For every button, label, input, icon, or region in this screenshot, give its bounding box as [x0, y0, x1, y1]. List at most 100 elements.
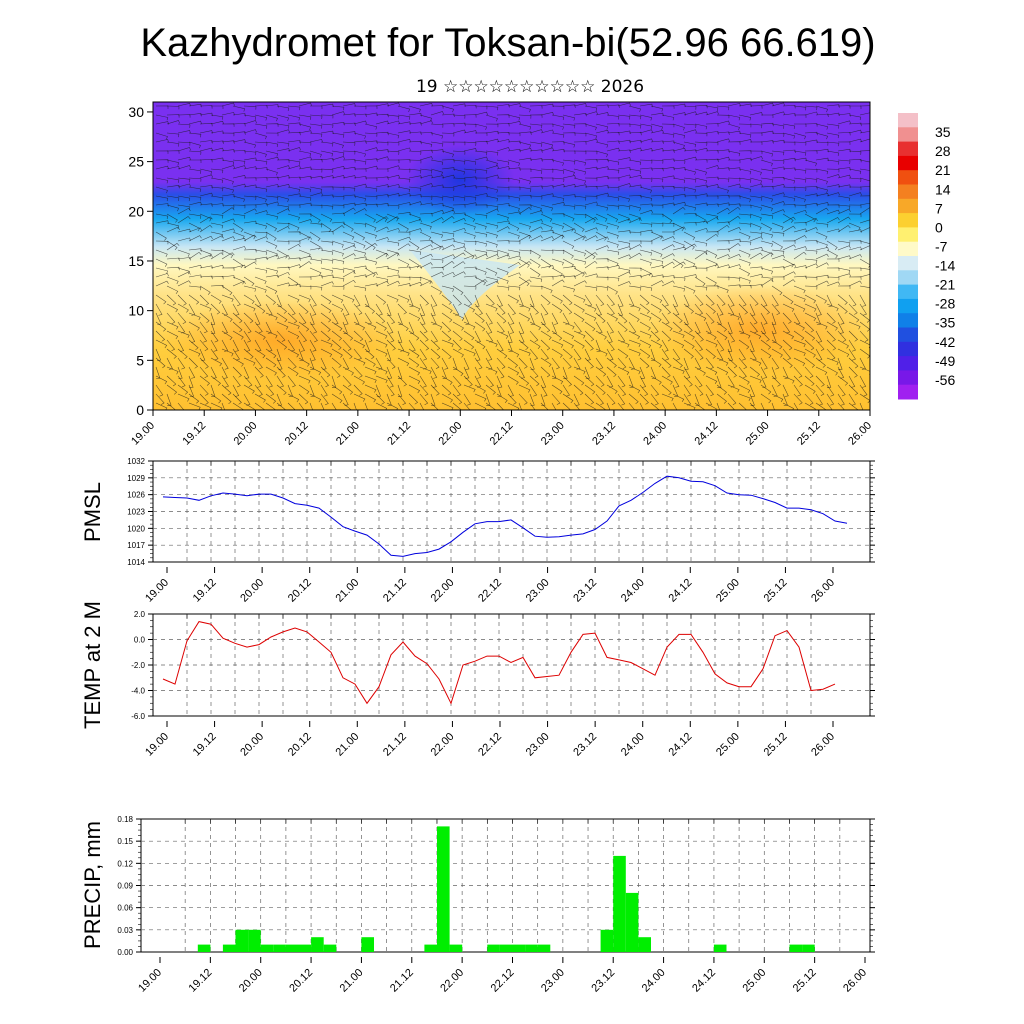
temp-panel: -6.0 -4.0 -2.0 0.0 2.0 19.00 19.12 20.00 20.12 2…	[80, 601, 875, 759]
colorbar-cell	[898, 327, 918, 343]
precip-bar	[713, 944, 727, 952]
x-tick-label: 25.12	[791, 967, 819, 995]
x-tick-label: 24.00	[641, 420, 669, 448]
x-tick-label: 20.00	[238, 731, 266, 759]
x-tick-label: 25.00	[740, 967, 768, 995]
colorbar-cell	[898, 184, 918, 200]
x-tick-label: 20.00	[237, 967, 265, 995]
precip-bar	[525, 944, 538, 952]
x-tick-label: 19.00	[129, 420, 157, 448]
x-tick-label: 19.12	[191, 731, 219, 759]
precip-bar	[235, 929, 249, 952]
precip-bar	[638, 937, 651, 952]
wind-barbs	[155, 102, 870, 410]
colorbar-cell	[898, 141, 918, 157]
x-tick-label: 24.12	[690, 967, 718, 995]
x-tick-label: 24.00	[619, 577, 647, 605]
y-tick-label: 0.18	[117, 815, 133, 824]
x-tick-label: 19.12	[180, 420, 208, 448]
x-tick-label: 23.00	[524, 731, 552, 759]
x-tick-label: 20.12	[283, 420, 311, 448]
x-tick-label: 24.12	[693, 420, 721, 448]
y-tick-label: 30	[128, 104, 144, 120]
y-tick-label: 25	[128, 154, 144, 170]
colorbar-label: 28	[935, 143, 951, 159]
colorbar-label: 21	[935, 162, 951, 178]
x-tick-label: 21.12	[388, 967, 416, 995]
colorbar-label: -7	[935, 238, 948, 254]
colorbar-label: 35	[935, 124, 951, 140]
temp-frame	[152, 613, 871, 717]
colorbar-label: 14	[935, 181, 951, 197]
pmsl-series-line	[162, 475, 848, 557]
colorbar-label: -28	[935, 296, 955, 312]
x-tick-label: 20.00	[232, 420, 260, 448]
x-tick-label: 22.12	[476, 577, 504, 605]
x-tick-label: 25.12	[795, 420, 823, 448]
y-tick-label: 0.03	[117, 926, 133, 935]
colorbar-cell	[898, 384, 918, 400]
x-tick-label: 24.00	[619, 731, 647, 759]
x-tick-label: 20.12	[287, 967, 315, 995]
cross-section-y-axis: 0 5 10 15 20 25 30	[128, 104, 153, 418]
y-tick-label: 1017	[127, 541, 145, 550]
precip-bar	[802, 944, 815, 952]
precip-bar	[248, 929, 261, 952]
precip-bar	[437, 826, 450, 952]
x-tick-label: 20.12	[286, 577, 314, 605]
x-tick-label: 21.00	[333, 731, 361, 759]
y-tick-label: -4.0	[131, 687, 145, 696]
colorbar-label: -21	[935, 277, 955, 293]
colorbar-cell	[898, 313, 918, 328]
x-tick-label: 19.00	[136, 967, 164, 995]
colorbar-cell	[898, 213, 918, 228]
y-tick-label: 1029	[127, 474, 145, 483]
colorbar-label: -14	[935, 258, 955, 274]
colorbar: 35 28 21 14 7 0 -7 -14 -21 -28 -35 -42 -49 -56	[898, 113, 955, 400]
x-tick-label: 22.00	[429, 577, 457, 605]
colorbar-label: 0	[935, 219, 943, 235]
precip-bar	[323, 944, 337, 952]
x-tick-label: 22.00	[438, 967, 466, 995]
y-tick-label: 0.12	[117, 859, 133, 868]
precip-bar	[197, 944, 211, 952]
x-tick-label: 25.00	[714, 577, 742, 605]
y-tick-label: 2.0	[134, 610, 146, 619]
y-tick-label: 20	[128, 203, 144, 219]
y-tick-label: 5	[136, 352, 144, 368]
precip-bar	[499, 944, 513, 952]
y-tick-label: 10	[128, 303, 144, 319]
x-tick-label: 19.00	[143, 731, 171, 759]
pmsl-panel: 1014 1017 1020 1023 1026 1029 1032 19.00 19.12 2…	[80, 457, 875, 605]
page-subtitle: 19 ☆☆☆☆☆☆☆☆☆☆ 2026	[416, 77, 644, 97]
precip-bar	[487, 944, 500, 952]
precip-panel: 0.00 0.03 0.06 0.09 0.12 0.15 0.18 19.00 19.12 2…	[80, 815, 875, 995]
y-tick-label: -2.0	[131, 661, 145, 670]
x-tick-label: 19.12	[191, 577, 219, 605]
precip-bar	[789, 944, 803, 952]
precip-ylabel: PRECIP, mm	[80, 821, 105, 949]
x-tick-label: 20.12	[286, 731, 314, 759]
y-tick-label: 1014	[127, 558, 145, 567]
y-tick-label: 1023	[127, 508, 145, 517]
colorbar-label: 7	[935, 200, 943, 216]
x-tick-label: 22.00	[429, 731, 457, 759]
x-tick-label: 21.00	[334, 420, 362, 448]
y-tick-label: 0.06	[117, 904, 133, 913]
colorbar-cell	[898, 298, 918, 314]
y-tick-label: 0.0	[134, 636, 146, 645]
x-tick-label: 25.00	[744, 420, 772, 448]
colorbar-cell	[898, 227, 918, 243]
precip-bar	[273, 944, 286, 952]
precip-bar	[260, 944, 274, 952]
x-tick-label: 25.00	[714, 731, 742, 759]
precip-bar	[600, 929, 614, 952]
precip-bar	[512, 944, 526, 952]
precip-bar	[311, 937, 324, 952]
colorbar-cell	[898, 370, 918, 386]
colorbar-cell	[898, 170, 918, 185]
x-tick-label: 19.00	[143, 577, 171, 605]
x-tick-label: 20.00	[238, 577, 266, 605]
y-tick-label: 1020	[127, 524, 145, 533]
